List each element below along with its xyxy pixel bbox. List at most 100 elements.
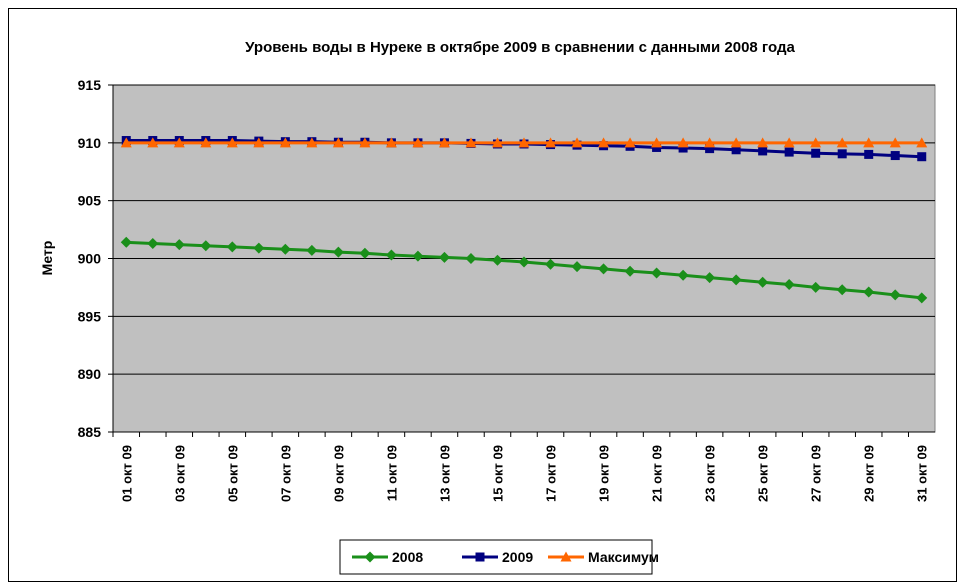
x-tick-label: 29 окт 09: [862, 445, 877, 502]
data-point: [757, 137, 769, 148]
data-point: [253, 137, 265, 148]
data-point: [757, 276, 769, 288]
data-point: [730, 274, 742, 286]
data-point: [226, 241, 238, 253]
data-point: [677, 137, 689, 148]
data-point: [359, 137, 371, 148]
x-tick-label: 17 окт 09: [544, 445, 559, 502]
data-point: [811, 148, 821, 158]
data-point: [279, 137, 291, 148]
data-point: [253, 242, 265, 254]
data-point: [624, 137, 636, 148]
data-point: [465, 137, 477, 148]
data-point: [784, 147, 794, 157]
y-tick-label: 915: [78, 77, 102, 93]
data-point: [731, 145, 741, 155]
legend-marker: [364, 551, 376, 563]
data-point: [545, 137, 557, 148]
data-point: [465, 253, 477, 264]
x-tick-label: 31 окт 09: [915, 445, 930, 502]
data-point: [200, 137, 212, 148]
data-point: [518, 137, 530, 148]
data-point: [758, 146, 768, 156]
legend-label: Максимум: [588, 549, 659, 565]
data-point: [837, 149, 847, 159]
data-point: [438, 251, 450, 263]
data-point: [173, 137, 185, 148]
data-point: [332, 137, 344, 148]
chart-title: Уровень воды в Нуреке в октябре 2009 в с…: [245, 39, 795, 56]
data-point: [359, 247, 371, 259]
data-point: [226, 137, 238, 148]
data-point: [438, 137, 450, 148]
data-point: [889, 289, 901, 301]
x-tick-label: 15 окт 09: [490, 445, 505, 502]
y-tick-label: 885: [78, 424, 102, 440]
x-tick-label: 21 окт 09: [650, 445, 665, 502]
y-tick-label: 895: [78, 308, 102, 324]
x-tick-label: 05 окт 09: [225, 445, 240, 502]
data-point: [704, 272, 716, 284]
data-point: [651, 267, 663, 279]
data-point: [652, 142, 662, 152]
x-tick-label: 25 окт 09: [756, 445, 771, 502]
data-point: [306, 244, 318, 256]
y-axis-label: Метр: [39, 241, 55, 276]
x-tick-label: 11 окт 09: [384, 445, 399, 501]
x-tick-label: 19 окт 09: [597, 445, 612, 502]
data-point: [624, 265, 636, 277]
data-point: [306, 137, 318, 148]
data-point: [678, 143, 688, 153]
data-point: [677, 269, 689, 281]
data-point: [491, 254, 503, 266]
x-tick-label: 23 окт 09: [703, 445, 718, 502]
legend-marker: [475, 552, 485, 562]
data-point: [890, 151, 900, 161]
y-tick-label: 890: [78, 366, 102, 382]
data-point: [120, 236, 132, 248]
data-point: [518, 256, 530, 268]
data-point: [651, 137, 663, 148]
data-point: [571, 137, 583, 148]
data-point: [147, 237, 159, 249]
data-point: [412, 250, 424, 262]
data-point: [916, 292, 928, 304]
y-tick-label: 910: [78, 135, 102, 151]
data-point: [598, 263, 610, 275]
data-point: [705, 144, 715, 154]
data-point: [810, 281, 822, 293]
data-point: [836, 137, 848, 148]
data-point: [491, 137, 503, 148]
data-point: [412, 137, 424, 148]
data-point: [704, 137, 716, 148]
data-point: [863, 137, 875, 148]
data-point: [385, 249, 397, 261]
legend-label: 2009: [502, 549, 533, 565]
x-tick-label: 27 окт 09: [809, 445, 824, 502]
legend-label: 2008: [392, 549, 423, 565]
data-point: [385, 137, 397, 148]
data-point: [200, 240, 212, 252]
x-tick-label: 01 окт 09: [119, 445, 134, 502]
data-point: [889, 137, 901, 148]
data-point: [730, 137, 742, 148]
data-point: [836, 284, 848, 296]
data-point: [147, 137, 159, 148]
data-point: [120, 137, 132, 148]
y-tick-label: 905: [78, 193, 102, 209]
data-point: [783, 137, 795, 148]
data-point: [917, 152, 927, 162]
data-point: [863, 286, 875, 298]
data-point: [598, 137, 610, 148]
y-tick-label: 900: [78, 251, 102, 267]
legend-marker: [560, 551, 572, 562]
data-point: [810, 137, 822, 148]
data-point: [545, 258, 557, 270]
data-point: [173, 239, 185, 251]
data-point: [864, 149, 874, 159]
data-point: [916, 137, 928, 148]
x-tick-label: 09 окт 09: [331, 445, 346, 502]
data-point: [279, 243, 291, 255]
data-point: [571, 261, 583, 273]
